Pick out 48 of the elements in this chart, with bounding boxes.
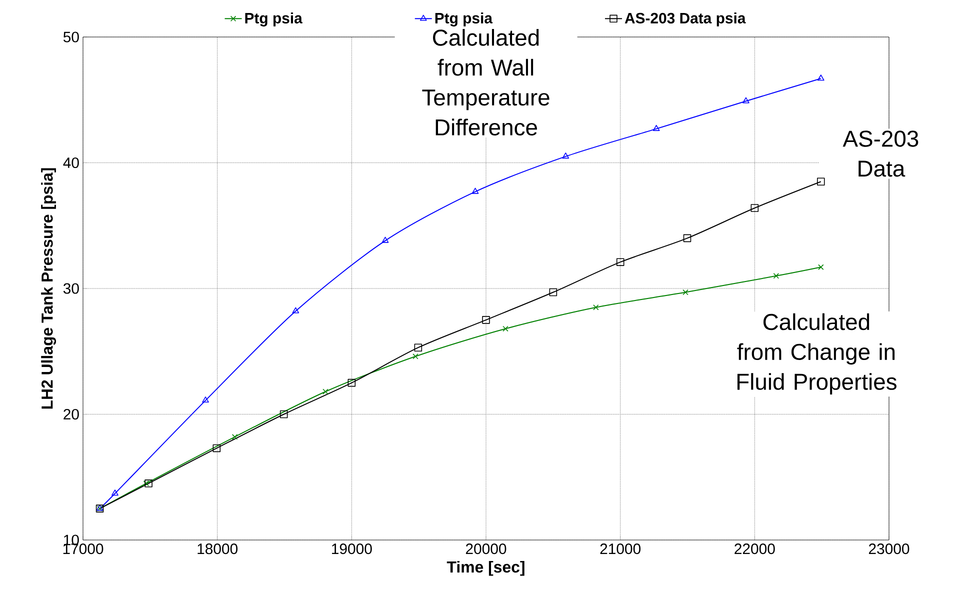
point xyxy=(348,378,356,387)
point xyxy=(562,152,570,159)
annotation: AS-203 Data xyxy=(842,130,918,177)
point xyxy=(750,204,759,212)
legend-label: AS-203 Data psia xyxy=(624,12,746,26)
y-tick-label: 20 xyxy=(64,408,79,420)
x-tick-label: 17000 xyxy=(63,544,104,554)
x-tick-label: 20000 xyxy=(466,544,506,554)
point xyxy=(202,396,209,403)
point xyxy=(280,410,288,418)
x-tick-label: 18000 xyxy=(198,544,238,554)
point xyxy=(382,236,389,243)
y-tick-label: 50 xyxy=(63,32,79,42)
point xyxy=(472,188,479,194)
point xyxy=(322,388,328,394)
point xyxy=(112,490,118,496)
point xyxy=(652,124,660,131)
legend-label: Ptg psia xyxy=(435,12,493,26)
point xyxy=(818,264,824,270)
point xyxy=(742,97,750,104)
legend-label: Ptg psia xyxy=(245,12,302,26)
point xyxy=(817,178,825,186)
point xyxy=(683,234,692,242)
point xyxy=(212,444,221,452)
point xyxy=(682,289,688,296)
point xyxy=(817,74,824,81)
point xyxy=(143,480,149,486)
point xyxy=(616,258,624,266)
x-axis-title: Time [sec] xyxy=(446,560,524,576)
x-tick-label: 22000 xyxy=(734,544,775,554)
x-tick-label: 19000 xyxy=(332,544,372,554)
point xyxy=(482,316,490,324)
x-tick-label: 21000 xyxy=(600,544,641,554)
y-axis-title: LH2 Ullage Tank Pressure [psia] xyxy=(41,168,56,409)
annotation: Calculated from Change in Fluid Properties xyxy=(737,313,896,394)
y-tick-label: 30 xyxy=(63,283,79,294)
point xyxy=(412,354,418,360)
point xyxy=(414,344,422,352)
point xyxy=(549,288,558,296)
point xyxy=(292,307,300,314)
point xyxy=(502,326,508,332)
point xyxy=(773,273,780,279)
point xyxy=(232,434,238,440)
x-tick-label: 23000 xyxy=(868,544,910,554)
y-tick-label: 40 xyxy=(63,157,79,168)
annotation: Calculated from Wall Temperature Difference xyxy=(422,29,550,136)
point xyxy=(593,304,599,310)
point xyxy=(144,480,152,488)
